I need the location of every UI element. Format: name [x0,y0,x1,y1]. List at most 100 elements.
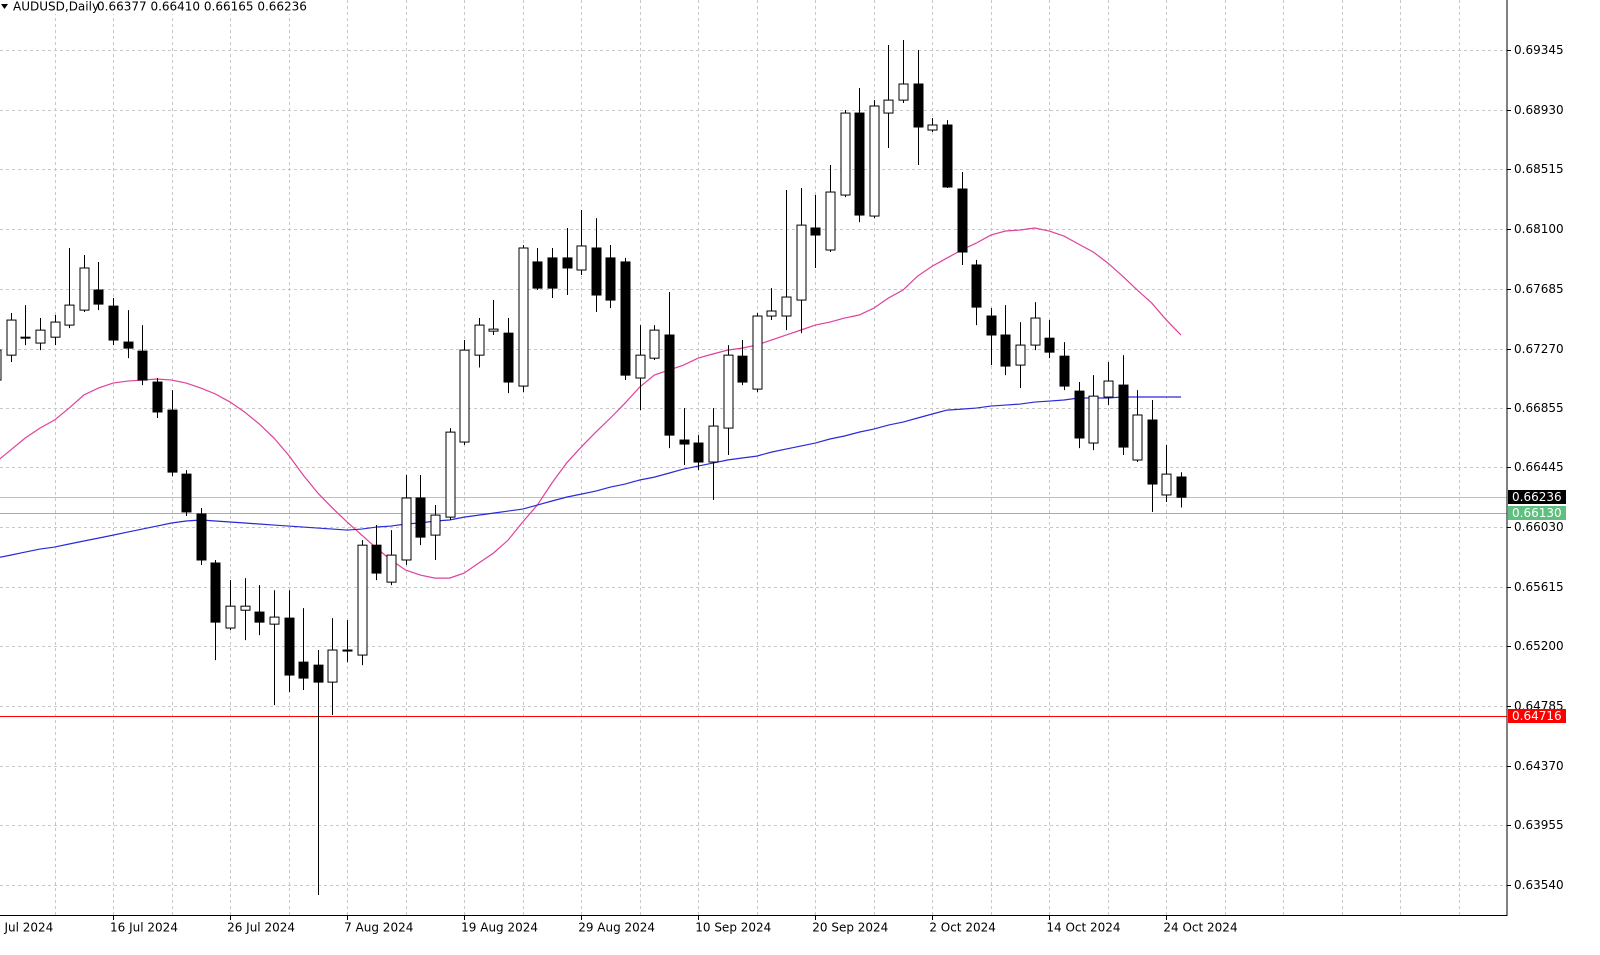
candle-body [474,324,485,356]
x-tick-label: 26 Jul 2024 [227,921,295,935]
x-tick-label: 7 Aug 2024 [344,921,413,935]
candle-body [415,497,426,538]
candle-body [269,616,280,625]
x-tick-label: 29 Aug 2024 [578,921,655,935]
y-tick-label: 0.68100 [1514,222,1564,236]
chart-title: AUDUSD,Daily [13,0,99,14]
candle-body [913,83,924,128]
candle-body [93,289,104,305]
price-label-box [1508,506,1566,520]
candle-body [869,105,880,217]
y-tick-label: 0.67685 [1514,282,1564,296]
candle-body [284,617,295,676]
candle-body [137,350,148,381]
y-tick-label: 0.66445 [1514,460,1564,474]
price-label: 0.66130 [1512,506,1562,520]
candle-body [1044,337,1055,353]
candle-body [781,296,792,317]
candle-body [591,247,602,296]
candle-body [576,245,587,271]
moving-average-layer [0,227,1182,579]
candle-body [1059,355,1070,387]
candle-body [459,349,470,443]
candle-body [723,354,734,429]
candle-body [708,425,719,463]
y-tick-label: 0.66030 [1514,520,1564,534]
candle-body [518,247,529,387]
candle-body [488,328,499,332]
candle-body [0,349,2,381]
y-tick-label: 0.66855 [1514,401,1564,415]
y-tick-label: 0.63955 [1514,818,1564,832]
price-label-box [1508,709,1566,723]
candle-body [298,661,309,679]
candle-body [35,329,46,344]
price-label: 0.66236 [1512,490,1562,504]
y-tick-label: 0.64370 [1514,759,1564,773]
x-tick-label: 2 Oct 2024 [929,921,996,935]
candle-body [825,191,836,251]
candle-body [796,224,807,301]
candle-body [254,611,265,623]
candle-body [50,321,61,338]
price-line-layer [0,497,1507,717]
candle-body [752,315,763,390]
candle-body [371,544,382,574]
candle-body [1147,419,1158,485]
candle-body [1015,344,1026,366]
candle-body [20,336,31,339]
candle-body [357,544,368,656]
candle-body [196,513,207,561]
y-tick-label: 0.68515 [1514,162,1564,176]
candle-body [1088,395,1099,444]
candle-body [635,354,646,379]
candle-body [181,473,192,513]
candle-body [152,381,163,413]
candle-body [1030,317,1041,346]
candle-body [562,257,573,269]
candle-body [108,305,119,341]
x-tick-label: 16 Jul 2024 [110,921,178,935]
candle-body [386,554,397,583]
candle-body [1176,476,1187,498]
price-label: 0.64716 [1512,709,1562,723]
candle-body [898,83,909,101]
x-tick-label: 10 Sep 2024 [695,921,771,935]
candle-body [225,605,236,629]
candle-body [6,319,17,356]
x-tick-label: 19 Aug 2024 [461,921,538,935]
candle-body [927,124,938,131]
candle-body [532,261,543,289]
candle-body [620,261,631,376]
y-tick-label: 0.65200 [1514,639,1564,653]
x-tick-label: 14 Oct 2024 [1046,921,1120,935]
candle-body [342,649,353,652]
y-tick-label: 0.63540 [1514,878,1564,892]
candle-body [883,99,894,114]
candle-body [327,649,338,683]
y-tick-label: 0.67270 [1514,342,1564,356]
candle-body [430,514,441,536]
candle-body [123,341,134,349]
candle-body [445,431,456,518]
candle-body [840,112,851,196]
moving-average-line [0,396,1182,558]
y-tick-label: 0.65615 [1514,580,1564,594]
y-tick-label: 0.69345 [1514,43,1564,57]
candle-body [401,497,412,561]
candle-layer [0,39,1187,896]
y-tick-label: 0.68930 [1514,103,1564,117]
candle-body [986,315,997,336]
candle-body [693,442,704,463]
candle-body [854,112,865,216]
price-label-box [1508,490,1566,504]
candle-body [1132,414,1143,461]
candle-body [737,355,748,383]
x-tick-label: 24 Oct 2024 [1163,921,1237,935]
x-tick-label: 3 Jul 2024 [0,921,53,935]
candle-body [313,664,324,683]
candle-body [766,310,777,317]
candle-body [957,188,968,253]
